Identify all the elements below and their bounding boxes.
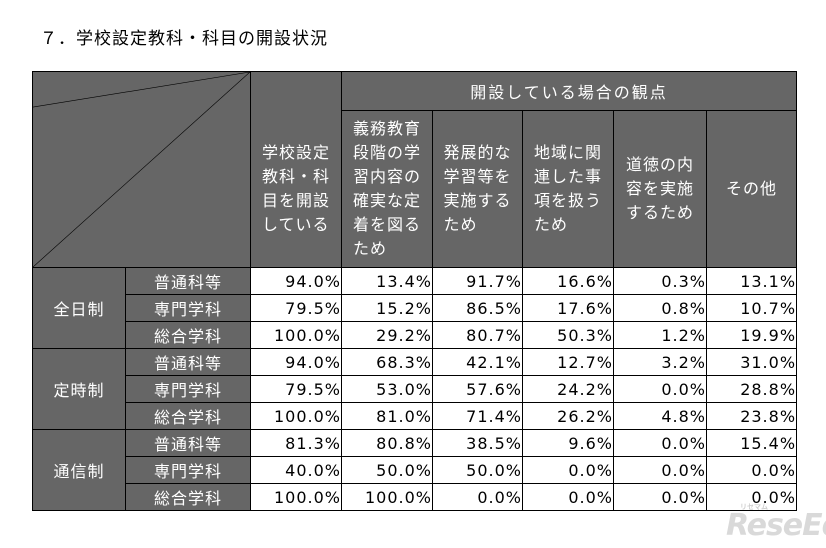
column-header-4: 地域に関 連した事 項を扱う ため [522, 110, 614, 268]
column-header-3: 発展的な 学習等を 実施する ため [432, 110, 523, 268]
corner-diagonal-lines [33, 72, 250, 267]
value-cell: 81.0% [341, 402, 433, 430]
table-row: 総合学科 100.0% 100.0% 0.0% 0.0% 0.0% 0.0% [33, 483, 798, 511]
value-cell: 10.7% [705, 294, 798, 322]
value-cell: 71.4% [432, 402, 523, 430]
table-corner [32, 71, 251, 268]
value-cell: 79.5% [250, 294, 342, 322]
value-cell: 80.8% [341, 429, 433, 457]
value-cell: 100.0% [250, 483, 342, 511]
value-cell: 57.6% [432, 375, 523, 403]
corner-diagonal-line-upper [33, 72, 250, 107]
header-blank [250, 71, 342, 111]
value-cell: 50.0% [432, 456, 523, 484]
value-cell: 4.8% [613, 402, 707, 430]
value-cell: 26.2% [522, 402, 614, 430]
column-header-label: 学校設定 教科・科 目を開設 している [261, 142, 330, 234]
column-header-6: その他 [705, 110, 798, 268]
table-row: 全日制 普通科等 94.0% 13.4% 91.7% 16.6% 0.3% 13.1% [32, 267, 798, 349]
value-cell: 9.6% [522, 429, 614, 457]
table-row: 総合学科 100.0% 81.0% 71.4% 26.2% 4.8% 23.8% [33, 402, 798, 430]
value-cell: 0.0% [705, 483, 798, 511]
column-header-label: 地域に関 連した事 項を扱う ため [533, 143, 602, 234]
column-header-label: 道徳の内 容を実施 するため [625, 155, 694, 222]
table-row: 通信制 普通科等 81.3% 80.8% 38.5% 9.6% 0.0% 15.4% [32, 429, 798, 511]
value-cell: 0.0% [522, 483, 614, 511]
row-category-label: 総合学科 [125, 483, 251, 511]
table-row: 定時制 普通科等 94.0% 68.3% 42.1% 12.7% 3.2% 31.0% [32, 348, 798, 430]
value-cell: 0.3% [613, 267, 707, 295]
table-row: 専門学科 40.0% 50.0% 50.0% 0.0% 0.0% 0.0% [33, 456, 798, 484]
page-title: ７．学校設定教科・科目の開設状況 [40, 29, 328, 49]
value-cell: 3.2% [613, 348, 707, 376]
table-body: 全日制 普通科等 94.0% 13.4% 91.7% 16.6% 0.3% 13.1% 専門学科… [32, 267, 798, 511]
value-cell: 81.3% [250, 429, 342, 457]
value-cell: 17.6% [522, 294, 614, 322]
group-label: 全日制 [32, 267, 126, 349]
value-cell: 100.0% [341, 483, 433, 511]
value-cell: 100.0% [250, 402, 342, 430]
value-cell: 38.5% [432, 429, 523, 457]
row-category-label: 専門学科 [125, 375, 251, 403]
value-cell: 1.2% [613, 321, 707, 349]
column-header-label: 義務教育 段階の学 習内容の 確実な定 着を図る ため [352, 119, 421, 258]
perspective-header: 開設している場合の観点 [340, 71, 798, 111]
value-cell: 13.1% [705, 267, 798, 295]
row-category-label: 普通科等 [125, 267, 251, 295]
group-label: 通信制 [32, 429, 126, 511]
row-category-label: 普通科等 [125, 429, 251, 457]
value-cell: 94.0% [250, 348, 342, 376]
column-header-label: その他 [726, 179, 778, 198]
value-cell: 24.2% [522, 375, 614, 403]
value-cell: 86.5% [432, 294, 523, 322]
value-cell: 13.4% [341, 267, 433, 295]
value-cell: 0.0% [432, 483, 523, 511]
logo-kana: リセマム [740, 503, 768, 511]
row-category-label: 専門学科 [125, 456, 251, 484]
column-header-row: 学校設定 教科・科 目を開設 している 義務教育 段階の学 習内容の 確実な定 着… [33, 110, 798, 268]
value-cell: 23.8% [705, 402, 798, 430]
value-cell: 42.1% [432, 348, 523, 376]
status-table: 開設している場合の観点 学校設定 教科・科 目を開設 している 義務教育 段階の学… [32, 71, 798, 511]
column-header-2: 義務教育 段階の学 習内容の 確実な定 着を図る ため [341, 110, 433, 268]
resed-logo: リセマムReseEd [726, 503, 826, 543]
table-row: 専門学科 79.5% 53.0% 57.6% 24.2% 0.0% 28.8% [33, 375, 798, 403]
value-cell: 0.0% [522, 456, 614, 484]
row-category-label: 普通科等 [125, 348, 251, 376]
table-row: 総合学科 100.0% 29.2% 80.7% 50.3% 1.2% 19.9% [33, 321, 798, 349]
value-cell: 16.6% [522, 267, 614, 295]
value-cell: 15.2% [341, 294, 433, 322]
value-cell: 94.0% [250, 267, 342, 295]
value-cell: 40.0% [250, 456, 342, 484]
value-cell: 0.0% [613, 483, 707, 511]
value-cell: 29.2% [341, 321, 433, 349]
value-cell: 0.0% [613, 456, 707, 484]
row-category-label: 総合学科 [125, 402, 251, 430]
row-category-label: 総合学科 [125, 321, 251, 349]
value-cell: 31.0% [705, 348, 798, 376]
value-cell: 0.0% [613, 375, 707, 403]
value-cell: 100.0% [250, 321, 342, 349]
table-row: 専門学科 79.5% 15.2% 86.5% 17.6% 0.8% 10.7% [33, 294, 798, 322]
column-header-1: 学校設定 教科・科 目を開設 している [250, 110, 342, 268]
value-cell: 53.0% [341, 375, 433, 403]
value-cell: 12.7% [522, 348, 614, 376]
value-cell: 19.9% [705, 321, 798, 349]
row-category-label: 専門学科 [125, 294, 251, 322]
column-header-5: 道徳の内 容を実施 するため [613, 110, 707, 268]
value-cell: 91.7% [432, 267, 523, 295]
value-cell: 50.0% [341, 456, 433, 484]
value-cell: 28.8% [705, 375, 798, 403]
group-label: 定時制 [32, 348, 126, 430]
value-cell: 68.3% [341, 348, 433, 376]
column-header-label: 発展的な 学習等を 実施する ため [443, 143, 512, 234]
value-cell: 0.8% [613, 294, 707, 322]
value-cell: 0.0% [705, 456, 798, 484]
value-cell: 50.3% [522, 321, 614, 349]
value-cell: 15.4% [705, 429, 798, 457]
value-cell: 79.5% [250, 375, 342, 403]
value-cell: 80.7% [432, 321, 523, 349]
value-cell: 0.0% [613, 429, 707, 457]
